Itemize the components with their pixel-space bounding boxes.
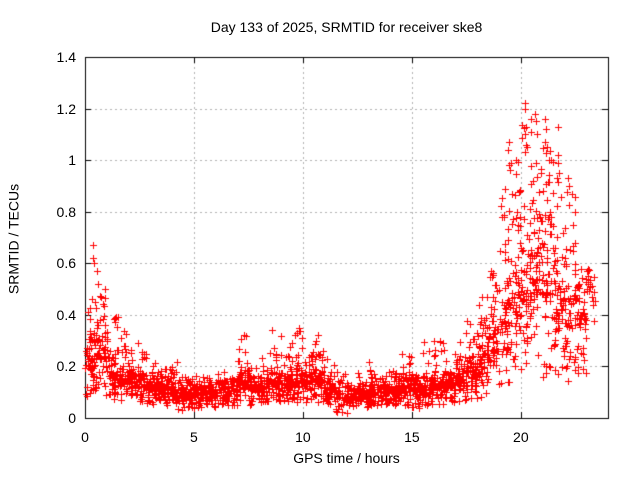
y-tick-label: 1.2	[56, 100, 76, 117]
x-tick-label: 0	[81, 429, 89, 445]
x-tick-label: 10	[295, 429, 311, 445]
y-tick-label: 1	[68, 152, 76, 169]
y-tick-label: 0	[68, 410, 76, 426]
x-axis-label: GPS time / hours	[293, 450, 400, 466]
x-tick-label: 20	[513, 429, 529, 445]
y-tick-label: 0.4	[56, 306, 76, 323]
x-tick-label: 5	[190, 429, 198, 445]
x-tick-label: 15	[404, 429, 420, 445]
chart-title: Day 133 of 2025, SRMTID for receiver ske…	[210, 19, 483, 35]
y-tick-label: 1.4	[56, 49, 76, 65]
y-tick-label: 0.2	[56, 358, 76, 375]
y-tick-label: 0.8	[56, 203, 76, 220]
y-tick-label: 0.6	[56, 255, 76, 272]
